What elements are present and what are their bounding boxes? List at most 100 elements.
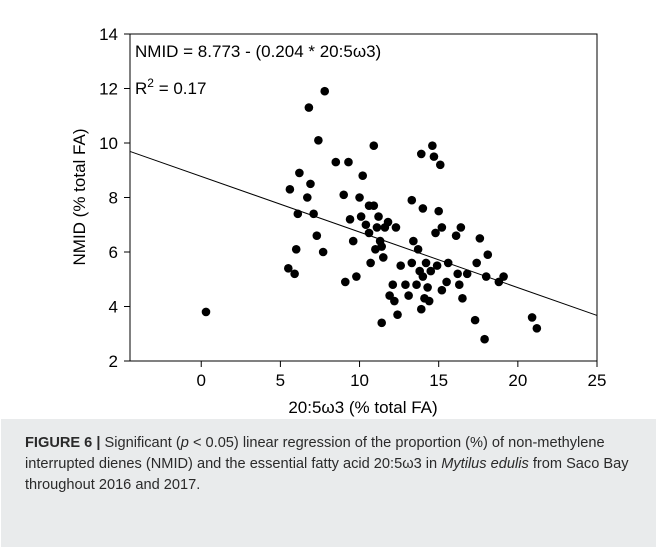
data-point: [366, 258, 375, 268]
data-point: [456, 223, 466, 232]
y-tick-label: 8: [109, 189, 118, 208]
y-tick-label: 14: [99, 25, 118, 44]
data-point: [339, 190, 349, 200]
data-point: [401, 280, 410, 290]
r2-annotation: R2 = 0.17: [135, 76, 206, 98]
y-tick-label: 6: [109, 243, 118, 262]
y-tick-label: 10: [99, 134, 118, 153]
data-point: [291, 244, 301, 254]
equation-annotation: NMID = 8.773 - (0.204 * 20:5ω3): [135, 42, 381, 61]
data-point: [424, 296, 434, 306]
data-point: [454, 280, 464, 290]
scatter-chart: 0 5 10 15 20 25 2 4 6 8 10 12 14 NMID = 8.773 - (0.2…: [70, 25, 607, 417]
data-point: [377, 242, 387, 251]
data-point: [358, 171, 368, 180]
data-point: [418, 272, 428, 281]
y-axis-label: NMID (% total FA): [70, 129, 89, 266]
data-point: [369, 201, 379, 210]
data-point: [388, 280, 398, 290]
caption-text-2: < 0.05) linear regression of the proport…: [25, 435, 605, 472]
x-axis-label: 20:5ω3 (% total FA): [288, 398, 437, 417]
y-tick-label: 12: [99, 80, 118, 99]
data-point: [429, 152, 439, 161]
data-point: [303, 193, 312, 202]
data-point: [423, 283, 432, 292]
figure-caption: FIGURE 6 | Significant (p < 0.05) linear…: [25, 433, 645, 496]
data-point: [434, 206, 443, 216]
x-tick-label: 25: [588, 371, 607, 390]
data-point: [475, 234, 485, 243]
data-point: [426, 266, 436, 276]
data-point: [483, 250, 493, 260]
data-point: [340, 277, 350, 287]
x-tick-label: 0: [197, 371, 206, 390]
data-point: [374, 212, 383, 221]
y-tick-label: 4: [109, 298, 118, 317]
data-point: [295, 168, 304, 178]
data-point: [462, 269, 472, 279]
data-point: [393, 310, 402, 319]
data-point: [431, 228, 440, 238]
caption-label: FIGURE 6 |: [25, 435, 101, 451]
data-point: [369, 141, 379, 151]
data-point: [345, 215, 355, 224]
data-point: [348, 236, 358, 246]
data-point: [532, 324, 542, 333]
x-tick-label: 20: [508, 371, 527, 390]
data-point: [320, 86, 330, 96]
caption-text-3: from Saco Bay throughout 2016 and 2017.: [25, 456, 629, 493]
caption-p-symbol: p: [180, 435, 189, 451]
data-point: [407, 195, 417, 205]
data-point: [356, 212, 366, 221]
data-point: [470, 315, 480, 325]
data-point: [458, 294, 467, 303]
data-point: [412, 280, 421, 290]
data-point: [378, 253, 388, 262]
data-point: [442, 277, 451, 287]
data-point: [404, 291, 413, 300]
data-point: [377, 318, 387, 328]
data-point: [437, 285, 447, 295]
data-point: [499, 272, 508, 281]
data-point: [331, 157, 341, 167]
data-point: [344, 157, 353, 167]
data-point: [416, 304, 426, 314]
data-point: [355, 193, 364, 202]
data-point: [416, 149, 426, 159]
data-point: [527, 313, 537, 322]
data-point: [201, 307, 211, 317]
data-point: [428, 141, 437, 151]
x-tick-label: 10: [350, 371, 369, 390]
data-point: [312, 231, 322, 240]
caption-text-1: Significant (: [100, 435, 181, 451]
data-point: [309, 209, 318, 219]
data-point: [396, 261, 406, 270]
caption-box: [1, 419, 656, 547]
data-point: [480, 334, 489, 344]
data-point: [314, 135, 323, 145]
data-point: [304, 103, 314, 112]
data-point: [390, 296, 399, 306]
caption-species: Mytilus edulis: [441, 456, 529, 472]
y-tick-label: 2: [109, 352, 118, 371]
data-point: [372, 223, 382, 232]
data-point: [409, 236, 418, 246]
data-point: [383, 217, 393, 227]
data-point: [284, 264, 293, 273]
x-tick-label: 15: [429, 371, 448, 390]
data-point: [290, 269, 299, 279]
data-point: [352, 272, 361, 281]
data-point: [306, 179, 315, 189]
data-point: [407, 258, 417, 268]
data-point: [391, 223, 401, 232]
data-point: [418, 204, 428, 213]
data-point: [293, 209, 303, 219]
regression-line: [129, 150, 598, 316]
data-point: [318, 247, 328, 257]
data-point: [451, 231, 461, 240]
x-tick-label: 5: [276, 371, 285, 390]
data-point: [421, 258, 431, 268]
data-point: [432, 261, 442, 270]
data-point: [453, 269, 462, 279]
